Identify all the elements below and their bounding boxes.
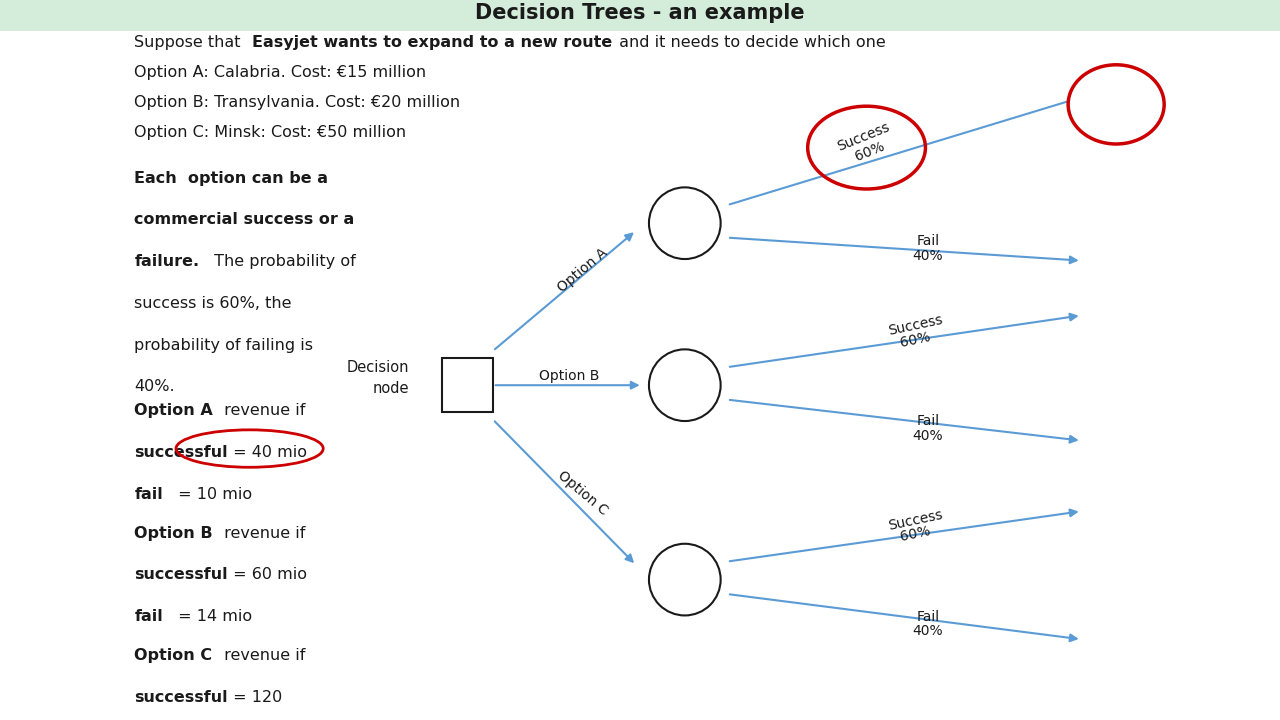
Text: = 14 mio: = 14 mio xyxy=(173,609,252,624)
Text: successful: successful xyxy=(134,445,228,460)
Ellipse shape xyxy=(1069,65,1165,144)
Text: 40: 40 xyxy=(1111,95,1134,113)
Text: Option C: Option C xyxy=(554,469,611,518)
Text: 60%: 60% xyxy=(899,330,932,350)
Text: The probability of: The probability of xyxy=(209,254,356,269)
Text: 40%.: 40%. xyxy=(134,379,175,395)
Text: probability of failing is: probability of failing is xyxy=(134,338,314,353)
Text: revenue if: revenue if xyxy=(219,526,305,541)
Text: 40%: 40% xyxy=(913,428,943,443)
Text: and it needs to decide which one: and it needs to decide which one xyxy=(614,35,886,50)
Text: Success
60%: Success 60% xyxy=(835,120,899,168)
Text: Success: Success xyxy=(887,312,943,338)
Text: commercial success or a: commercial success or a xyxy=(134,212,355,228)
Text: failure.: failure. xyxy=(134,254,200,269)
Text: = 120: = 120 xyxy=(228,690,282,705)
Text: Fail: Fail xyxy=(916,610,940,624)
Text: 60%: 60% xyxy=(899,524,932,544)
Text: Option B: Option B xyxy=(134,526,212,541)
Ellipse shape xyxy=(649,349,721,421)
Text: revenue if: revenue if xyxy=(219,648,305,663)
Text: success is 60%, the: success is 60%, the xyxy=(134,296,292,311)
Bar xyxy=(442,358,493,412)
Text: = 40 mio: = 40 mio xyxy=(228,445,307,460)
Ellipse shape xyxy=(649,544,721,616)
Text: Option A: Option A xyxy=(134,403,214,418)
Text: 1: 1 xyxy=(680,215,690,232)
Text: = 60 mio: = 60 mio xyxy=(228,567,307,582)
FancyBboxPatch shape xyxy=(0,0,1280,31)
Text: Easyjet wants to expand to a new route: Easyjet wants to expand to a new route xyxy=(252,35,612,50)
Text: 40%: 40% xyxy=(913,624,943,639)
Ellipse shape xyxy=(649,187,721,259)
Text: successful: successful xyxy=(134,690,228,705)
Text: Decision Trees - an example: Decision Trees - an example xyxy=(475,3,805,23)
Text: Option A: Calabria. Cost: €15 million: Option A: Calabria. Cost: €15 million xyxy=(134,65,426,80)
Text: Success: Success xyxy=(887,507,943,533)
Text: Option A: Option A xyxy=(554,246,611,294)
Text: Each  option can be a: Each option can be a xyxy=(134,171,329,186)
Text: fail: fail xyxy=(134,609,163,624)
Text: Option B: Option B xyxy=(539,369,600,383)
Text: = 10 mio: = 10 mio xyxy=(173,487,252,502)
Text: Option B: Transylvania. Cost: €20 million: Option B: Transylvania. Cost: €20 millio… xyxy=(134,95,461,110)
Text: 40%: 40% xyxy=(913,248,943,263)
Text: fail: fail xyxy=(134,487,163,502)
Text: node: node xyxy=(372,382,410,396)
Text: 2: 2 xyxy=(680,376,690,395)
Text: revenue if: revenue if xyxy=(219,403,305,418)
Text: Fail: Fail xyxy=(916,414,940,428)
Text: Option C: Minsk: Cost: €50 million: Option C: Minsk: Cost: €50 million xyxy=(134,125,407,140)
Text: Option C: Option C xyxy=(134,648,212,663)
Text: 3: 3 xyxy=(680,570,690,589)
Text: Suppose that: Suppose that xyxy=(134,35,246,50)
Text: Decision: Decision xyxy=(347,360,410,374)
Text: Fail: Fail xyxy=(916,234,940,248)
Text: successful: successful xyxy=(134,567,228,582)
